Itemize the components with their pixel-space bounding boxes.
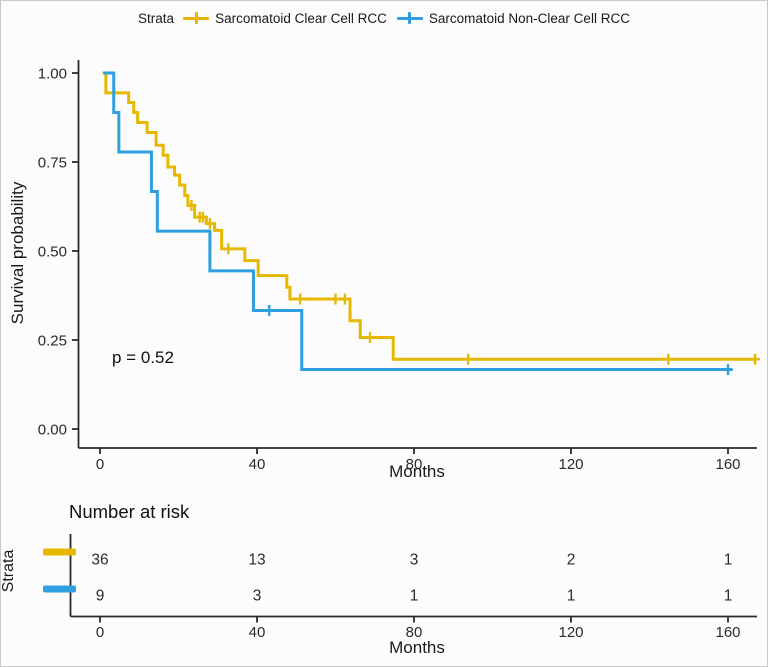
- legend-key-icon: [183, 11, 210, 25]
- svg-text:40: 40: [249, 624, 266, 641]
- legend-item-clear-cell: Sarcomatoid Clear Cell RCC: [183, 11, 387, 26]
- svg-text:36: 36: [91, 552, 108, 569]
- svg-text:1: 1: [724, 588, 733, 605]
- risk-table-title: Number at risk: [69, 501, 190, 522]
- svg-text:0: 0: [96, 456, 104, 473]
- svg-text:0.75: 0.75: [38, 155, 67, 172]
- legend-title: Strata: [138, 10, 175, 26]
- svg-text:0.50: 0.50: [38, 244, 67, 261]
- pvalue-annotation: p = 0.52: [112, 348, 174, 367]
- svg-text:13: 13: [248, 552, 265, 569]
- svg-text:3: 3: [410, 552, 419, 569]
- svg-text:0.25: 0.25: [38, 333, 67, 350]
- y-axis-title: Survival probability: [8, 181, 27, 325]
- legend-item-non-clear-cell: Sarcomatoid Non-Clear Cell RCC: [396, 10, 630, 26]
- svg-text:160: 160: [715, 624, 740, 641]
- svg-text:120: 120: [558, 456, 583, 473]
- x-axis-title: Months: [389, 462, 445, 481]
- svg-text:40: 40: [249, 456, 266, 473]
- plot-legend: Strata Sarcomatoid Clear Cell RCC Sarcom…: [0, 7, 768, 29]
- svg-text:9: 9: [96, 588, 105, 605]
- svg-text:2: 2: [567, 552, 576, 569]
- legend-item-label: Sarcomatoid Clear Cell RCC: [215, 10, 387, 26]
- svg-text:120: 120: [558, 624, 583, 641]
- svg-text:1: 1: [724, 552, 733, 569]
- svg-text:80: 80: [406, 624, 423, 641]
- svg-text:1: 1: [567, 588, 576, 605]
- svg-text:0.00: 0.00: [38, 422, 67, 439]
- svg-text:1: 1: [410, 588, 419, 605]
- risk-table-x-axis-title: Months: [389, 638, 445, 657]
- risk-table-y-axis-title: Strata: [0, 549, 17, 593]
- legend-key-icon: [396, 11, 423, 25]
- legend-item-label: Sarcomatoid Non-Clear Cell RCC: [428, 10, 630, 26]
- svg-text:0: 0: [96, 624, 104, 641]
- svg-text:160: 160: [715, 456, 740, 473]
- svg-text:3: 3: [253, 588, 262, 605]
- svg-text:1.00: 1.00: [38, 66, 67, 83]
- svg-text:80: 80: [406, 456, 423, 473]
